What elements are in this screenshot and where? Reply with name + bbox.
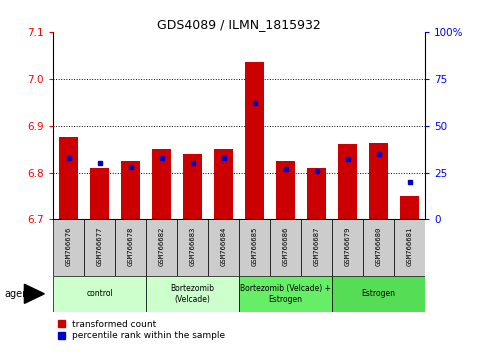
Bar (59, 137, 78, 219)
Bar (53, 276, 146, 312)
Bar (301, 219, 332, 276)
Bar (332, 276, 425, 312)
Bar (53, 219, 84, 276)
Text: GSM766678: GSM766678 (128, 227, 134, 266)
Bar (184, 154, 202, 219)
Bar (332, 219, 363, 276)
Polygon shape (24, 284, 44, 303)
Bar (239, 276, 332, 312)
Text: GSM766687: GSM766687 (313, 227, 320, 266)
Bar (276, 161, 295, 219)
Text: GSM766684: GSM766684 (221, 227, 227, 266)
Bar (146, 276, 239, 312)
Bar (214, 149, 233, 219)
Text: GSM766681: GSM766681 (407, 227, 412, 266)
Bar (146, 219, 177, 276)
Bar (208, 219, 239, 276)
Bar (90, 168, 109, 219)
Text: GSM766676: GSM766676 (66, 227, 71, 266)
Text: GSM766686: GSM766686 (283, 227, 288, 266)
Text: Bortezomib
(Velcade): Bortezomib (Velcade) (170, 284, 214, 303)
Bar (177, 219, 208, 276)
Bar (338, 144, 357, 219)
Text: GSM766682: GSM766682 (158, 227, 165, 266)
Bar (400, 196, 419, 219)
Bar (84, 219, 115, 276)
Bar (121, 161, 140, 219)
Title: GDS4089 / ILMN_1815932: GDS4089 / ILMN_1815932 (157, 18, 321, 31)
Bar (245, 62, 264, 219)
Bar (115, 219, 146, 276)
Bar (363, 219, 394, 276)
Bar (239, 219, 270, 276)
Text: GSM766679: GSM766679 (344, 227, 351, 266)
Bar (270, 219, 301, 276)
Text: GSM766685: GSM766685 (252, 227, 257, 266)
Text: Bortezomib (Velcade) +
Estrogen: Bortezomib (Velcade) + Estrogen (240, 284, 331, 303)
Text: GSM766680: GSM766680 (376, 227, 382, 266)
Text: control: control (86, 289, 113, 298)
Legend: transformed count, percentile rank within the sample: transformed count, percentile rank withi… (57, 320, 225, 340)
Bar (307, 168, 326, 219)
Bar (152, 149, 171, 219)
Text: GSM766683: GSM766683 (190, 227, 196, 266)
Text: Estrogen: Estrogen (362, 289, 396, 298)
Text: GSM766677: GSM766677 (97, 227, 102, 266)
Bar (394, 219, 425, 276)
Bar (369, 143, 388, 219)
Text: agent: agent (5, 289, 33, 299)
